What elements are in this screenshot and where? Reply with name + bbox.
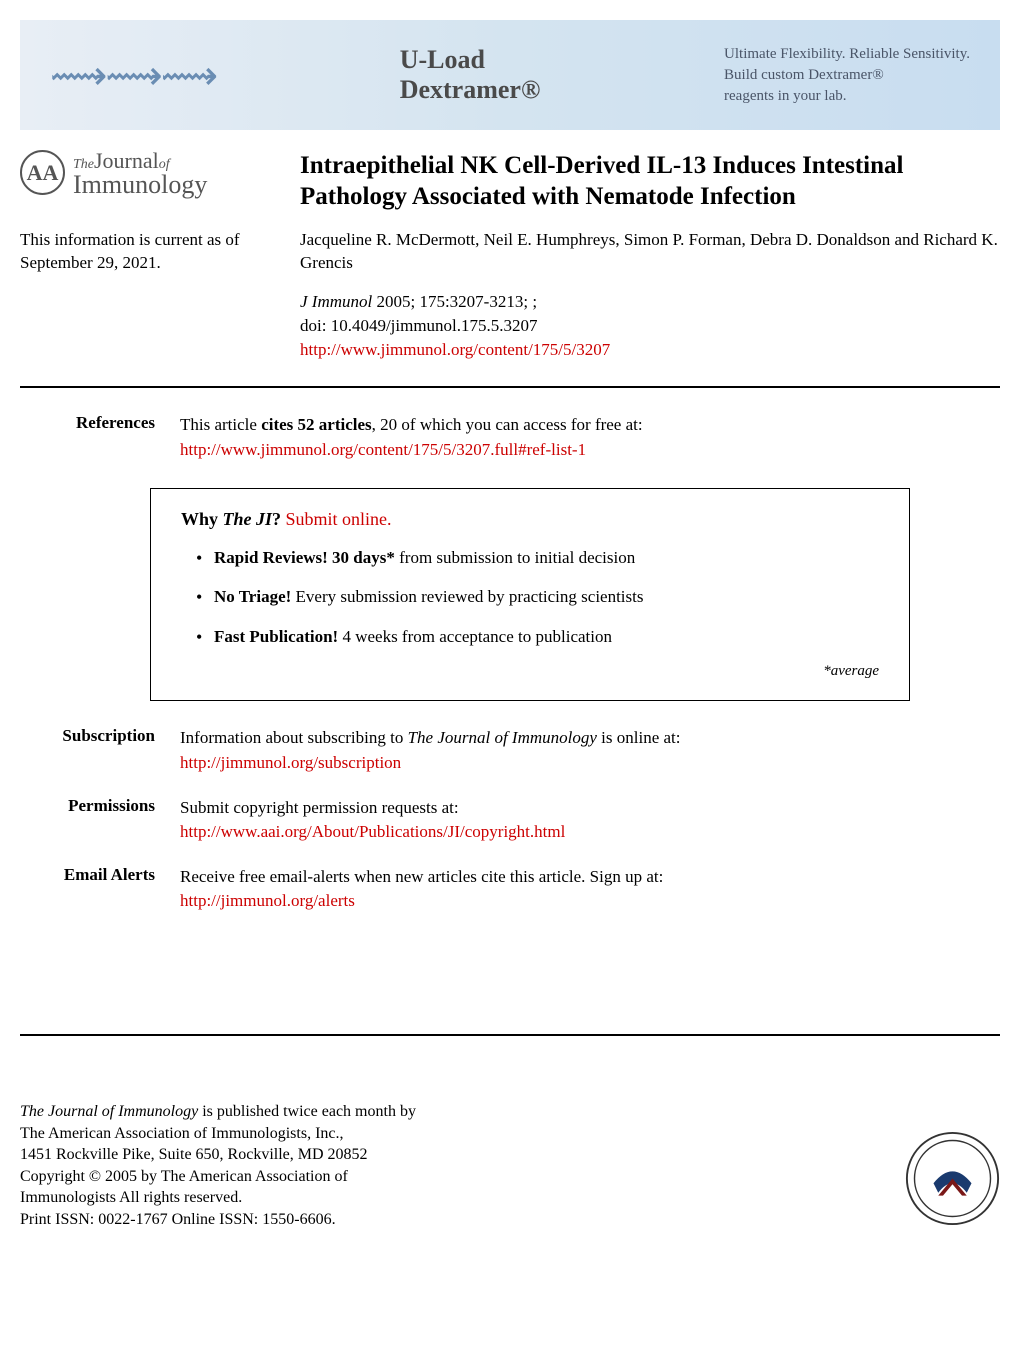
article-title: Intraepithelial NK Cell-Derived IL-13 In… — [300, 150, 1000, 213]
references-suffix: , 20 of which you can access for free at… — [372, 415, 643, 434]
subscription-italic: The Journal of Immunology — [408, 728, 597, 747]
permissions-text: Submit copyright permission requests at: — [180, 798, 459, 817]
email-alerts-link[interactable]: http://jimmunol.org/alerts — [180, 891, 355, 910]
references-bold: cites 52 articles — [261, 415, 371, 434]
references-link[interactable]: http://www.jimmunol.org/content/175/5/32… — [180, 440, 586, 459]
subscription-row: Subscription Information about subscribi… — [20, 726, 1000, 775]
banner-tagline-2: Build custom Dextramer® — [724, 67, 970, 84]
subscription-prefix: Information about subscribing to — [180, 728, 408, 747]
why-question: ? — [272, 509, 281, 529]
divider-top — [20, 386, 1000, 388]
article-url-link[interactable]: http://www.jimmunol.org/content/175/5/32… — [300, 340, 610, 359]
citation-journal: J Immunol — [300, 292, 372, 311]
why-submit-link[interactable]: Submit online. — [286, 509, 392, 529]
subscription-link[interactable]: http://jimmunol.org/subscription — [180, 753, 401, 772]
subscription-label: Subscription — [20, 726, 180, 746]
permissions-label: Permissions — [20, 796, 180, 816]
references-prefix: This article — [180, 415, 261, 434]
authors: Jacqueline R. McDermott, Neil E. Humphre… — [300, 228, 1000, 276]
subscription-content: Information about subscribing to The Jou… — [180, 726, 1000, 775]
why-bullet-1-bold: Rapid Reviews! 30 days* — [214, 548, 395, 567]
authors-section: Jacqueline R. McDermott, Neil E. Humphre… — [300, 228, 1000, 362]
footer-wrap: The Journal of Immunology is published t… — [20, 1061, 1000, 1231]
email-alerts-text: Receive free email-alerts when new artic… — [180, 867, 663, 886]
banner-dextramer: Dextramer® — [400, 75, 541, 105]
journal-logo: AA TheJournalof Immunology — [20, 150, 300, 198]
why-average: *average — [181, 663, 879, 680]
citation-doi: doi: 10.4049/jimmunol.175.5.3207 — [300, 316, 538, 335]
footer-line1-rest: is published twice each month by — [198, 1103, 416, 1120]
permissions-row: Permissions Submit copyright permission … — [20, 796, 1000, 845]
why-bullet-1: Rapid Reviews! 30 days* from submission … — [196, 545, 879, 571]
email-alerts-label: Email Alerts — [20, 865, 180, 885]
header-row: AA TheJournalof Immunology Intraepitheli… — [20, 150, 1000, 213]
footer-line5: Immunologists All rights reserved. — [20, 1189, 242, 1206]
footer-line6: Print ISSN: 0022-1767 Online ISSN: 1550-… — [20, 1211, 336, 1228]
why-title: Why The JI? Submit online. — [181, 509, 879, 530]
divider-bottom — [20, 1034, 1000, 1036]
logo-badge-icon: AA — [20, 150, 65, 195]
dna-icon: ⟿⟿⟿ — [50, 52, 216, 99]
banner-tagline-3: reagents in your lab. — [724, 88, 970, 105]
logo-immunology: Immunology — [73, 170, 207, 199]
why-bullet-3-rest: 4 weeks from acceptance to publication — [338, 627, 612, 646]
subscription-suffix: is online at: — [597, 728, 681, 747]
why-journal: The JI — [223, 509, 273, 529]
permissions-content: Submit copyright permission requests at:… — [180, 796, 1000, 845]
logo-text: TheJournalof Immunology — [73, 150, 207, 198]
footer-line4: Copyright © 2005 by The American Associa… — [20, 1168, 348, 1185]
footer-journal-name: The Journal of Immunology — [20, 1103, 198, 1120]
why-bullet-2: No Triage! Every submission reviewed by … — [196, 584, 879, 610]
email-alerts-content: Receive free email-alerts when new artic… — [180, 865, 1000, 914]
banner-uload: U-Load — [400, 45, 485, 75]
citation-details: 2005; 175:3207-3213; ; — [372, 292, 537, 311]
why-box: Why The JI? Submit online. Rapid Reviews… — [150, 488, 910, 702]
permissions-link[interactable]: http://www.aai.org/About/Publications/JI… — [180, 822, 565, 841]
aai-logo — [905, 1131, 1000, 1231]
banner-product: U-Load Dextramer® — [400, 45, 541, 105]
why-bullet-1-rest: from submission to initial decision — [395, 548, 635, 567]
info-row: This information is current as of Septem… — [20, 228, 1000, 362]
dna-graphic: ⟿⟿⟿ — [50, 52, 216, 99]
banner-tagline: Ultimate Flexibility. Reliable Sensitivi… — [724, 46, 970, 105]
why-prefix: Why — [181, 509, 223, 529]
current-info: This information is current as of Septem… — [20, 228, 300, 276]
footer: The Journal of Immunology is published t… — [20, 1101, 416, 1231]
promo-banner[interactable]: ⟿⟿⟿ U-Load Dextramer® Ultimate Flexibili… — [20, 20, 1000, 130]
footer-line3: 1451 Rockville Pike, Suite 650, Rockvill… — [20, 1146, 368, 1163]
why-bullet-3-bold: Fast Publication! — [214, 627, 338, 646]
references-label: References — [20, 413, 180, 433]
title-section: Intraepithelial NK Cell-Derived IL-13 In… — [300, 150, 1000, 213]
email-alerts-row: Email Alerts Receive free email-alerts w… — [20, 865, 1000, 914]
footer-line2: The American Association of Immunologist… — [20, 1125, 344, 1142]
banner-tagline-1: Ultimate Flexibility. Reliable Sensitivi… — [724, 46, 970, 63]
references-content: This article cites 52 articles, 20 of wh… — [180, 413, 1000, 462]
why-bullet-2-bold: No Triage! — [214, 587, 291, 606]
references-row: References This article cites 52 article… — [20, 413, 1000, 462]
why-bullet-3: Fast Publication! 4 weeks from acceptanc… — [196, 624, 879, 650]
citation: J Immunol 2005; 175:3207-3213; ; doi: 10… — [300, 290, 1000, 361]
why-list: Rapid Reviews! 30 days* from submission … — [181, 545, 879, 650]
why-bullet-2-rest: Every submission reviewed by practicing … — [291, 587, 643, 606]
